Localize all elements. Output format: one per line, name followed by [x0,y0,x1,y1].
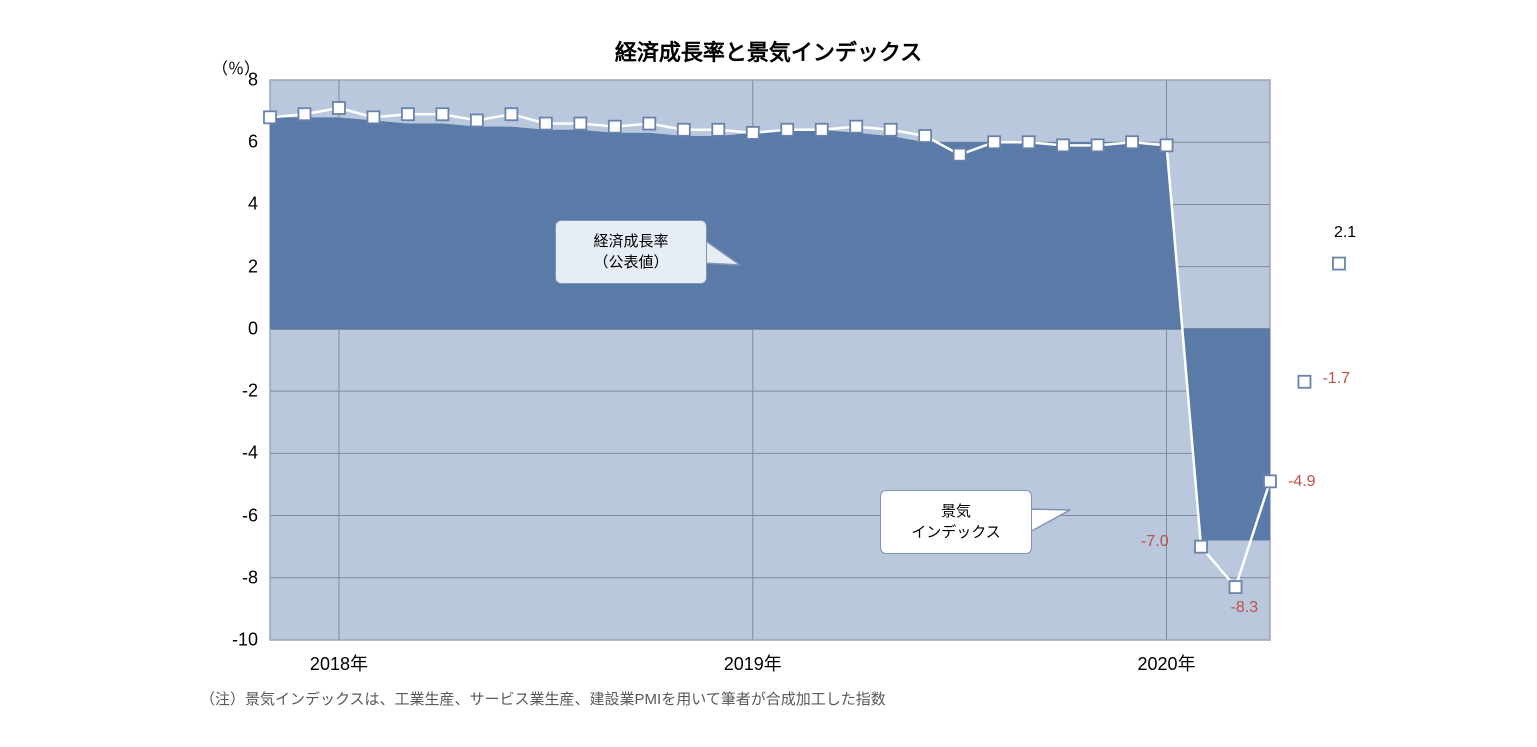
y-tick-label: 4 [198,194,258,215]
y-tick-label: -4 [198,443,258,464]
y-tick-label: 2 [198,256,258,277]
y-tick-label: 6 [198,132,258,153]
data-label: -1.7 [1322,370,1350,388]
x-tick-label: 2019年 [724,650,782,676]
callout-growth: 経済成長率（公表値） [555,220,707,284]
y-tick-label: 8 [198,70,258,91]
y-tick-label: -2 [198,381,258,402]
data-label: -8.3 [1231,599,1259,617]
callout-index: 景気インデックス [880,490,1032,554]
data-label: -7.0 [1141,533,1169,551]
data-label: -4.9 [1288,473,1316,491]
data-label: 2.1 [1334,224,1356,242]
x-tick-label: 2018年 [310,650,368,676]
y-tick-label: 0 [198,318,258,339]
x-tick-label: 2020年 [1138,650,1196,676]
y-tick-label: -6 [198,505,258,526]
chart-footnote: （注）景気インデックスは、工業生産、サービス業生産、建設業PMIを用いて筆者が合… [200,688,886,709]
chart-container: 経済成長率と景気インデックス （％） 86420-2-4-6-8-10 2018… [0,0,1537,747]
y-tick-label: -10 [198,630,258,651]
y-tick-label: -8 [198,567,258,588]
